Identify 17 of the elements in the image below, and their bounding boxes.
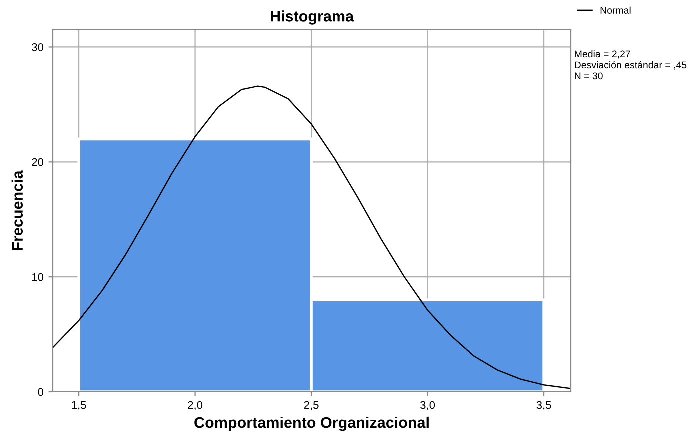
x-axis-title: Comportamiento Organizacional: [194, 416, 429, 432]
y-tick-label: 0: [38, 388, 44, 396]
text: Media = 2,27: [575, 50, 630, 59]
text: N = 30: [575, 72, 603, 80]
x-tick-label: 1,5: [72, 401, 86, 410]
legend-label: Normal: [600, 6, 631, 14]
line-series: [53, 86, 570, 390]
x-tick-label: 2,5: [304, 401, 319, 410]
y-axis-title: Frecuencia: [12, 170, 24, 250]
x-tick-label: 2,0: [188, 401, 203, 410]
x-tick-label: 3,5: [536, 401, 552, 410]
x-tick-label: 3,0: [420, 401, 436, 410]
y-tick-label: 20: [32, 158, 44, 166]
chart-title: Histograma: [271, 10, 354, 25]
text: Desviación estándar = ,45: [575, 61, 687, 70]
y-tick-label: 10: [32, 273, 44, 282]
y-tick-label: 30: [32, 44, 44, 52]
